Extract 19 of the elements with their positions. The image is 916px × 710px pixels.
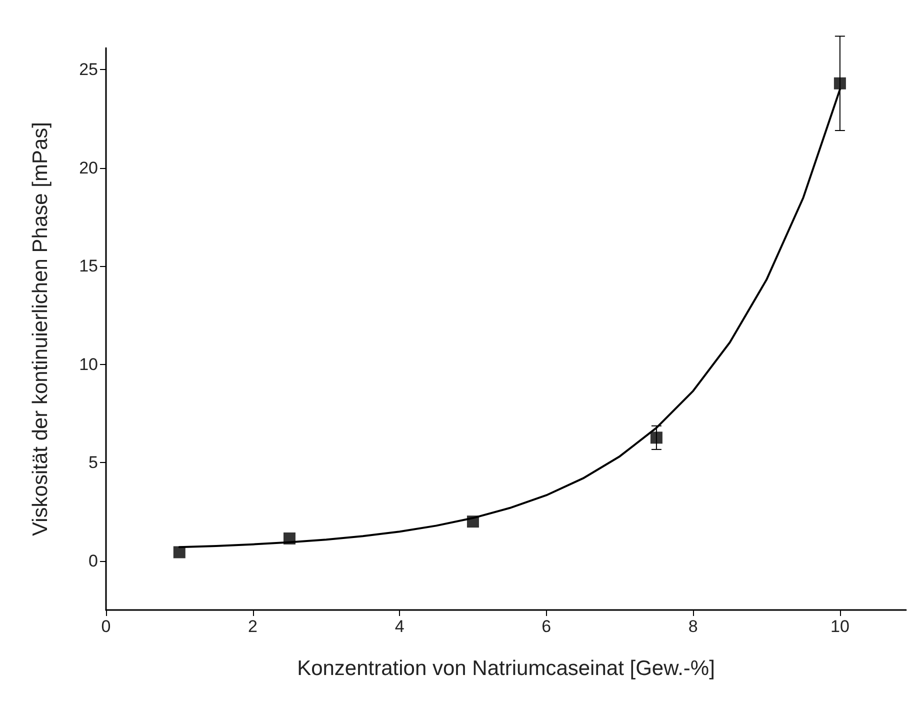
x-axis-title: Konzentration von Natriumcaseinat [Gew.-%] — [297, 657, 715, 680]
y-tick-label: 0 — [88, 551, 98, 570]
y-tick-label: 25 — [79, 60, 98, 80]
x-tick-label: 8 — [688, 617, 698, 636]
y-axis-title: Viskosität der kontinuierlichen Phase [mPas] — [29, 122, 52, 536]
y-tick-label: 5 — [88, 453, 98, 472]
y-tick-label: 10 — [79, 354, 98, 374]
point — [650, 432, 662, 444]
x-tick-label: 6 — [542, 617, 552, 636]
point — [466, 516, 479, 528]
point — [283, 532, 296, 544]
y-tick-label: 15 — [79, 256, 98, 276]
y-tick-label: 20 — [79, 158, 98, 178]
x-tick-label: 0 — [101, 617, 111, 636]
point — [834, 77, 846, 90]
point — [173, 546, 186, 558]
x-tick-label: 10 — [830, 617, 850, 636]
x-tick-label: 4 — [394, 617, 404, 636]
x-tick-label: 2 — [248, 617, 258, 636]
